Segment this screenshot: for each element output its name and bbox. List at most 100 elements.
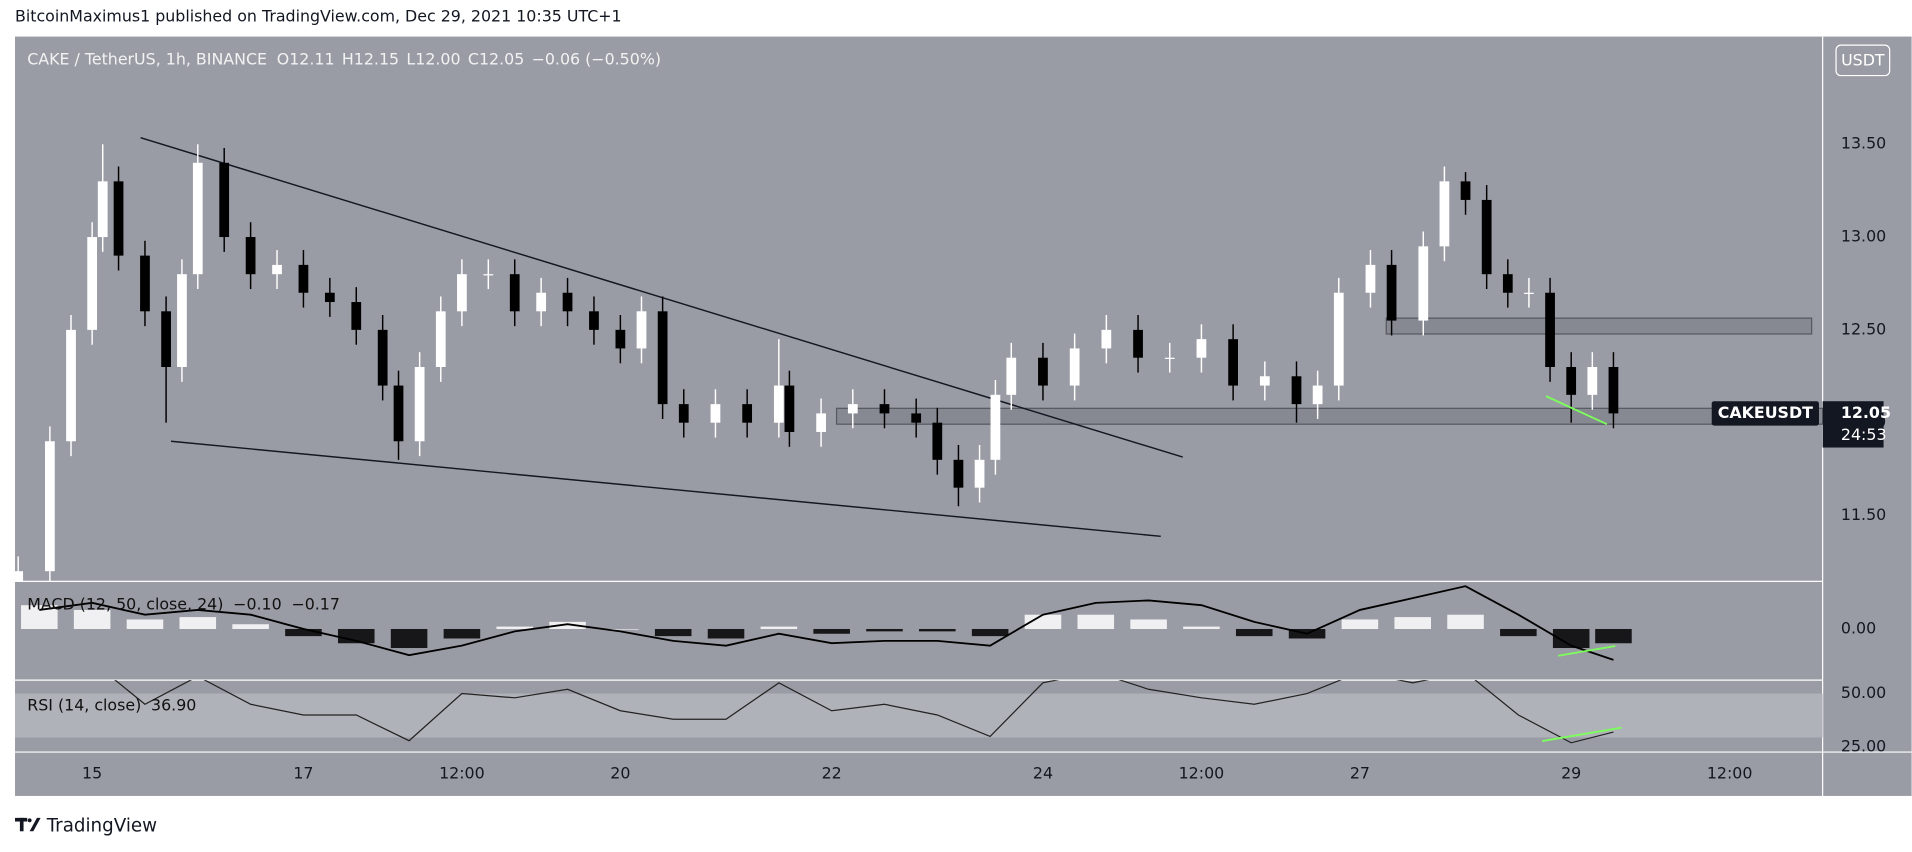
candle-body [509,274,520,312]
candle-body [911,413,922,423]
candle-body [113,181,124,256]
candle-body [15,571,24,582]
candle-body [1439,181,1450,247]
x-tick-label: 17 [293,763,313,782]
currency-box [1835,44,1891,77]
candle-body [177,274,187,367]
candle-body [784,385,795,432]
macd-histogram-bar [1447,614,1484,629]
macd-histogram-bar [232,624,269,629]
rsi-tick-label: 25.00 [1841,737,1886,756]
macd-histogram-bar [654,628,692,637]
y-tick-label: 11.50 [1841,505,1886,524]
legend-value: 12.11 [289,49,334,68]
macd-histogram-bar [1500,628,1537,637]
candle-body [1587,366,1598,395]
candle-body [298,264,309,293]
legend-value: 12.00 [415,49,460,68]
candle-body [536,292,547,312]
header: BitcoinMaximus1 published on TradingView… [15,7,622,26]
x-tick-label: 12:00 [1179,763,1225,782]
macd-value: −0.10 [233,594,282,613]
candle-body [678,404,689,423]
x-tick-label: 12:00 [1707,763,1753,782]
y-tick-label: 13.00 [1841,227,1886,246]
candle-body [657,311,668,405]
rsi-band [15,693,1823,738]
candle-body [1038,357,1048,386]
candle-body [97,181,108,238]
candle-body [1133,329,1143,358]
candle-body [1259,376,1270,386]
candle-body [1608,366,1619,414]
y-tick-label: 13.50 [1841,134,1886,153]
candle-body [773,385,784,423]
macd-histogram-bar [1394,617,1432,629]
x-tick-label: 20 [610,763,630,782]
candle-body [161,311,171,367]
rsi-pane [114,680,1614,744]
macd-histogram-bar [1130,619,1167,629]
candle-body [1333,292,1344,386]
macd-histogram-bar [707,628,745,639]
candle-body [562,292,573,312]
macd-histogram-bar [496,626,534,629]
macd-legend: MACD (12, 50, close, 24) −0.10 −0.17 [27,594,340,613]
candle-body [1502,274,1513,293]
candle-body [1312,385,1323,405]
macd-histogram-bar [443,628,481,639]
candle-body [1228,339,1238,386]
candle-body [324,292,335,303]
macd-pane [21,585,1632,661]
legend-key: O [277,49,289,68]
candle-body [847,404,858,414]
currency: USDT [1841,50,1885,69]
x-tick-label: 12:00 [439,763,485,782]
rsi-line [114,680,1614,744]
rsi-value: 36.90 [151,695,196,714]
legend-value: 12.05 [479,49,524,68]
candle-body [1460,181,1471,200]
wedge-upper [140,137,1183,458]
legend-symbol: CAKE / TetherUS, 1h, BINANCE [27,49,267,68]
candle-body [140,255,150,312]
candle-body [990,394,1001,460]
support-zone [835,407,1823,425]
candle-body [816,413,826,432]
last-price-bg [1822,401,1884,448]
macd-histogram-bar [760,626,798,629]
macd-line [39,585,1614,661]
x-tick-label: 27 [1350,763,1370,782]
candle-body [1566,366,1577,395]
macd-histogram-bar [1077,614,1115,629]
y-tick-label: 12.50 [1841,319,1886,338]
candle-body [272,264,282,275]
candle-body [45,441,55,572]
candle-body [953,459,964,488]
legend-change: −0.06 (−0.50%) [532,49,661,68]
candle-body [932,422,943,460]
rsi-title: RSI (14, close) [27,695,141,714]
candle-body [393,385,404,442]
macd-histogram-bar [1183,626,1220,629]
candle-body [636,311,647,349]
rsi-legend: RSI (14, close) 36.90 [27,695,196,714]
candle-body [192,162,203,275]
divergence-line [1545,395,1608,426]
macd-histogram-bar [126,619,164,629]
macd-histogram-bar [813,628,850,634]
macd-histogram-bar [971,628,1009,637]
candle-body [483,274,494,276]
candle-body [245,237,256,275]
footer: TradingView [46,815,157,836]
macd-histogram-bar [285,628,322,637]
candle-body [1164,357,1175,359]
legend-value: 12.15 [354,49,399,68]
macd-histogram-bar [602,628,639,630]
candle-body [710,404,721,423]
macd-histogram-bar [21,605,58,629]
candle-body [589,311,599,330]
candle-body [1196,339,1207,358]
candle-body [1524,292,1534,294]
candle-body [414,366,425,442]
